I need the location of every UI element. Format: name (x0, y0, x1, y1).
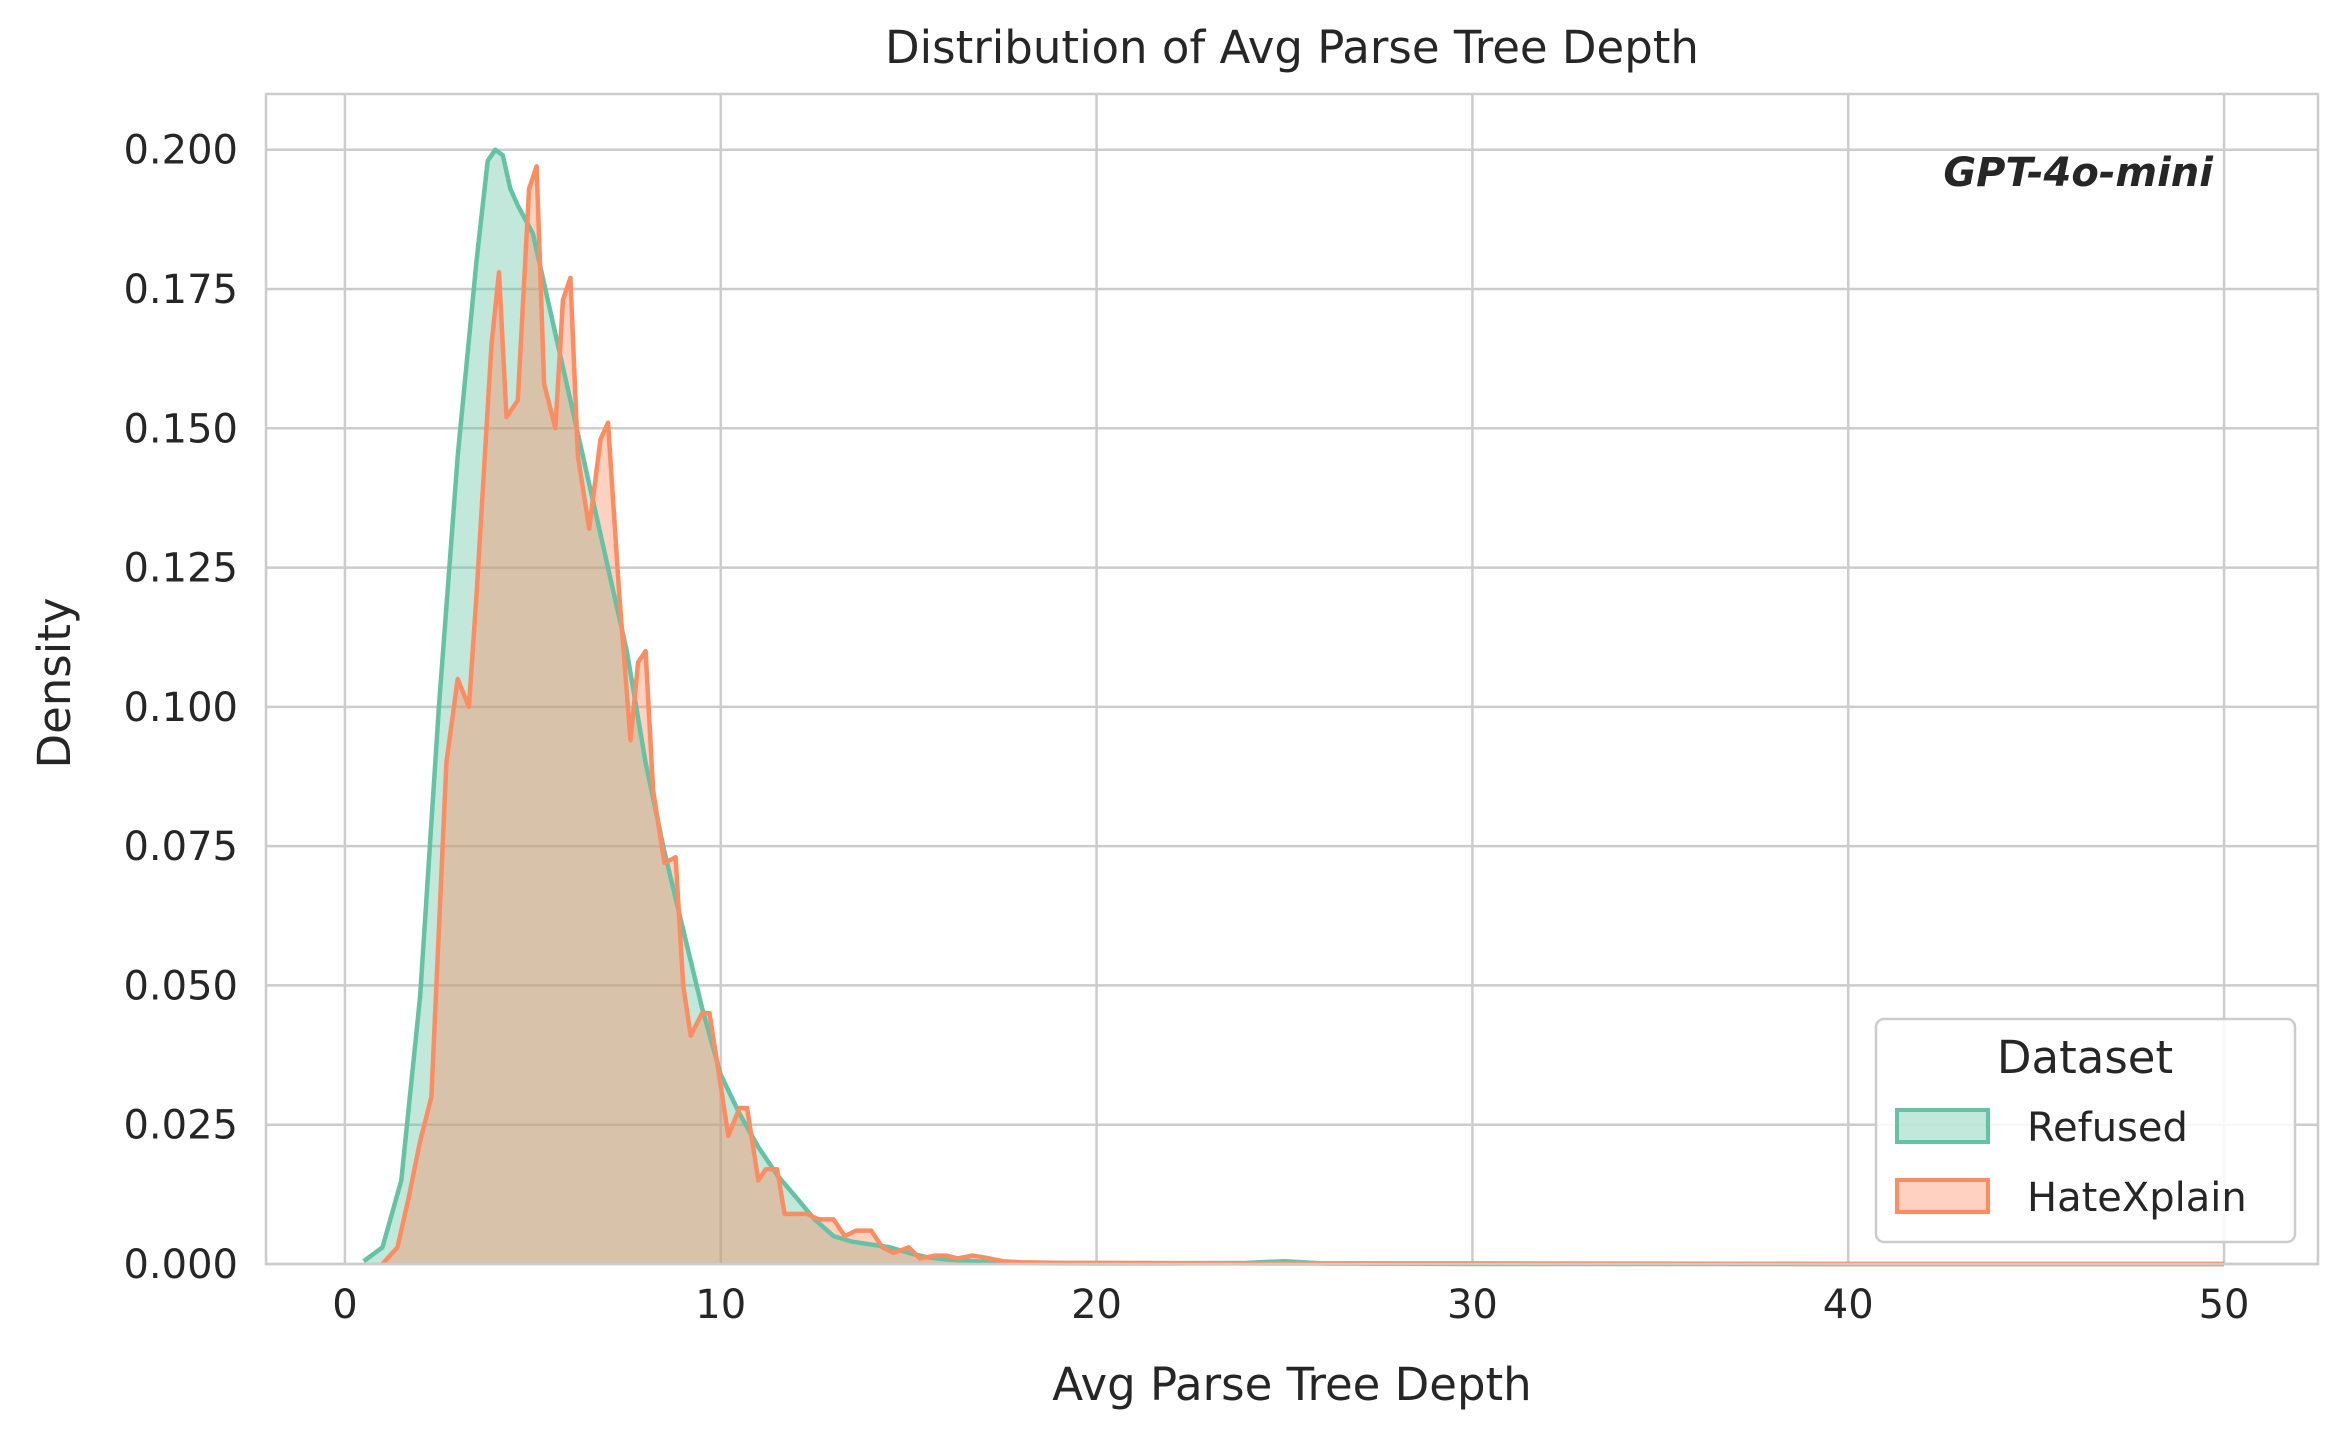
y-tick-labels: 0.000 0.025 0.050 0.075 0.100 0.125 0.150 0.175… (123, 128, 238, 1288)
legend-title: Dataset (1997, 1031, 2173, 1084)
y-tick-label: 0.150 (123, 406, 238, 452)
x-tick-label: 50 (2199, 1282, 2250, 1328)
y-tick-label: 0.025 (123, 1103, 238, 1149)
x-tick-labels: 0 10 20 30 40 50 (332, 1282, 2249, 1328)
legend-frame (1874, 1017, 2297, 1244)
plot-frame (264, 92, 2320, 1266)
legend-label-hatexplain: HateXplain (2027, 1175, 2247, 1221)
legend-swatch-refused (1895, 1108, 1990, 1144)
y-axis-label: Density (28, 597, 81, 768)
y-tick-label: 0.100 (123, 685, 238, 731)
chart-title: Distribution of Avg Parse Tree Depth (885, 21, 1699, 74)
x-tick-label: 40 (1823, 1282, 1874, 1328)
y-tick-label: 0.075 (123, 824, 238, 870)
area-hatexplain (382, 166, 2224, 1264)
x-axis-label: Avg Parse Tree Depth (1052, 1358, 1531, 1411)
model-annotation: GPT-4o-mini (1943, 150, 2214, 196)
legend-label-refused: Refused (2027, 1105, 2188, 1151)
x-tick-label: 0 (332, 1282, 357, 1328)
y-tick-label: 0.200 (123, 128, 238, 174)
line-hatexplain (380, 164, 2224, 1267)
x-tick-label: 30 (1447, 1282, 1498, 1328)
y-tick-label: 0.175 (123, 267, 238, 313)
y-tick-label: 0.000 (123, 1242, 238, 1288)
x-tick-label: 10 (695, 1282, 746, 1328)
y-tick-label: 0.050 (123, 963, 238, 1009)
area-refused (363, 149, 2225, 1265)
y-tick-label: 0.125 (123, 546, 238, 592)
legend-swatch-hatexplain (1895, 1178, 1990, 1214)
legend: Dataset Refused HateXplain (1874, 1017, 2297, 1244)
x-tick-label: 20 (1071, 1282, 1122, 1328)
density-areas (363, 149, 2225, 1265)
